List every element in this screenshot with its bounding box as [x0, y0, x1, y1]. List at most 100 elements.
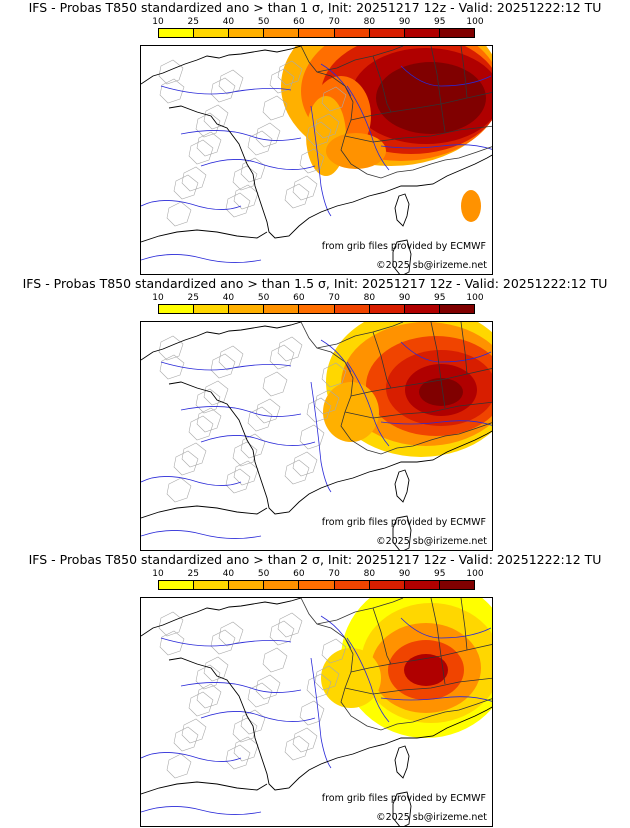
coastline [168, 657, 492, 791]
department-border [262, 371, 288, 397]
department-border [306, 673, 332, 699]
country-border [460, 322, 468, 375]
department-border [233, 736, 259, 762]
colorbar-label: 95 [434, 17, 446, 27]
river [320, 615, 352, 649]
corsica-island [394, 745, 410, 779]
source-credit: from grib files provided by ECMWF [321, 241, 486, 252]
probability-field [321, 598, 492, 738]
colorbar-label: 60 [293, 293, 305, 303]
department-border [292, 451, 318, 477]
department-border [232, 165, 258, 191]
country-border [344, 125, 492, 143]
probability-contour [376, 62, 486, 134]
department-border [232, 441, 258, 467]
river [141, 806, 262, 815]
coastline [141, 46, 302, 85]
department-border [299, 424, 325, 450]
colorbar-label: 60 [293, 17, 305, 27]
department-border [159, 630, 185, 656]
colorbar-segment [159, 29, 195, 37]
department-border [195, 112, 221, 138]
department-border [292, 175, 318, 201]
department-border [181, 442, 207, 468]
colorbar-label: 40 [222, 293, 235, 303]
country-border [316, 46, 404, 73]
colorbar-segment [264, 581, 300, 589]
department-border [284, 183, 310, 209]
department-border [218, 69, 244, 95]
map-canvas [141, 598, 492, 826]
colorbar-segment [159, 305, 195, 313]
river [141, 530, 262, 539]
country-border [430, 598, 446, 685]
map-panel-2sigma: IFS - Probas T850 standardized ano > tha… [0, 552, 630, 828]
department-border [218, 345, 244, 371]
department-border [158, 59, 184, 85]
country-border [344, 401, 492, 419]
country-border [460, 598, 468, 651]
department-border [203, 104, 229, 130]
probability-map: from grib files provided by ECMWF ©2025 … [140, 597, 493, 827]
department-border [240, 709, 266, 735]
department-border [247, 406, 273, 432]
coastline [168, 105, 492, 239]
coastline [141, 781, 268, 795]
colorbar-label: 95 [434, 569, 446, 579]
sardinia-island [392, 515, 412, 550]
map-canvas [141, 46, 492, 274]
river [346, 85, 390, 171]
source-credit: from grib files provided by ECMWF [321, 517, 486, 528]
department-border [195, 664, 221, 690]
department-border [181, 718, 207, 744]
department-border [158, 611, 184, 637]
river [200, 711, 316, 722]
department-border [166, 477, 192, 503]
department-border [159, 78, 185, 104]
department-border [203, 380, 229, 406]
probability-contour [323, 382, 379, 442]
department-border [277, 336, 303, 362]
department-border [277, 612, 303, 638]
colorbar-label: 100 [466, 293, 484, 303]
river [400, 341, 492, 363]
colorbar-segment [404, 305, 440, 313]
probability-field [281, 46, 492, 222]
colorbar-label: 80 [363, 17, 376, 27]
department-border [233, 460, 259, 486]
panel-title: IFS - Probas T850 standardized ano > tha… [22, 276, 608, 291]
colorbar-label: 40 [222, 569, 235, 579]
colorbar-segment [404, 581, 440, 589]
country-border [460, 46, 468, 99]
colorbar-labels: 10 25 40 50 60 70 80 90 95 100 [152, 17, 483, 29]
colorbar-label: 90 [398, 17, 411, 27]
department-border [203, 656, 229, 682]
department-border [232, 717, 258, 743]
department-border [269, 620, 295, 646]
copyright-credit: ©2025 sb@irizeme.net [376, 260, 487, 271]
department-border [195, 388, 221, 414]
country-border [430, 46, 446, 133]
colorbar [158, 28, 475, 38]
river [320, 339, 352, 373]
coastline [141, 505, 268, 519]
colorbar-label: 70 [328, 293, 340, 303]
department-border [321, 638, 347, 664]
department-border [166, 201, 192, 227]
country-border [300, 46, 492, 179]
river [141, 254, 262, 263]
river [380, 696, 492, 702]
river [160, 637, 292, 647]
panel-title: IFS - Probas T850 standardized ano > tha… [28, 0, 602, 15]
colorbar-label: 90 [398, 293, 411, 303]
department-border [262, 95, 288, 121]
colorbar-label: 100 [466, 569, 484, 579]
colorbar-label: 50 [257, 17, 270, 27]
department-border [306, 397, 332, 423]
map-panel-1sigma: IFS - Probas T850 standardized ano > tha… [0, 0, 630, 276]
colorbar-segment [334, 305, 370, 313]
country-border [372, 331, 392, 389]
department-border [314, 389, 340, 415]
colorbar-label: 50 [257, 569, 270, 579]
country-border [316, 322, 404, 349]
